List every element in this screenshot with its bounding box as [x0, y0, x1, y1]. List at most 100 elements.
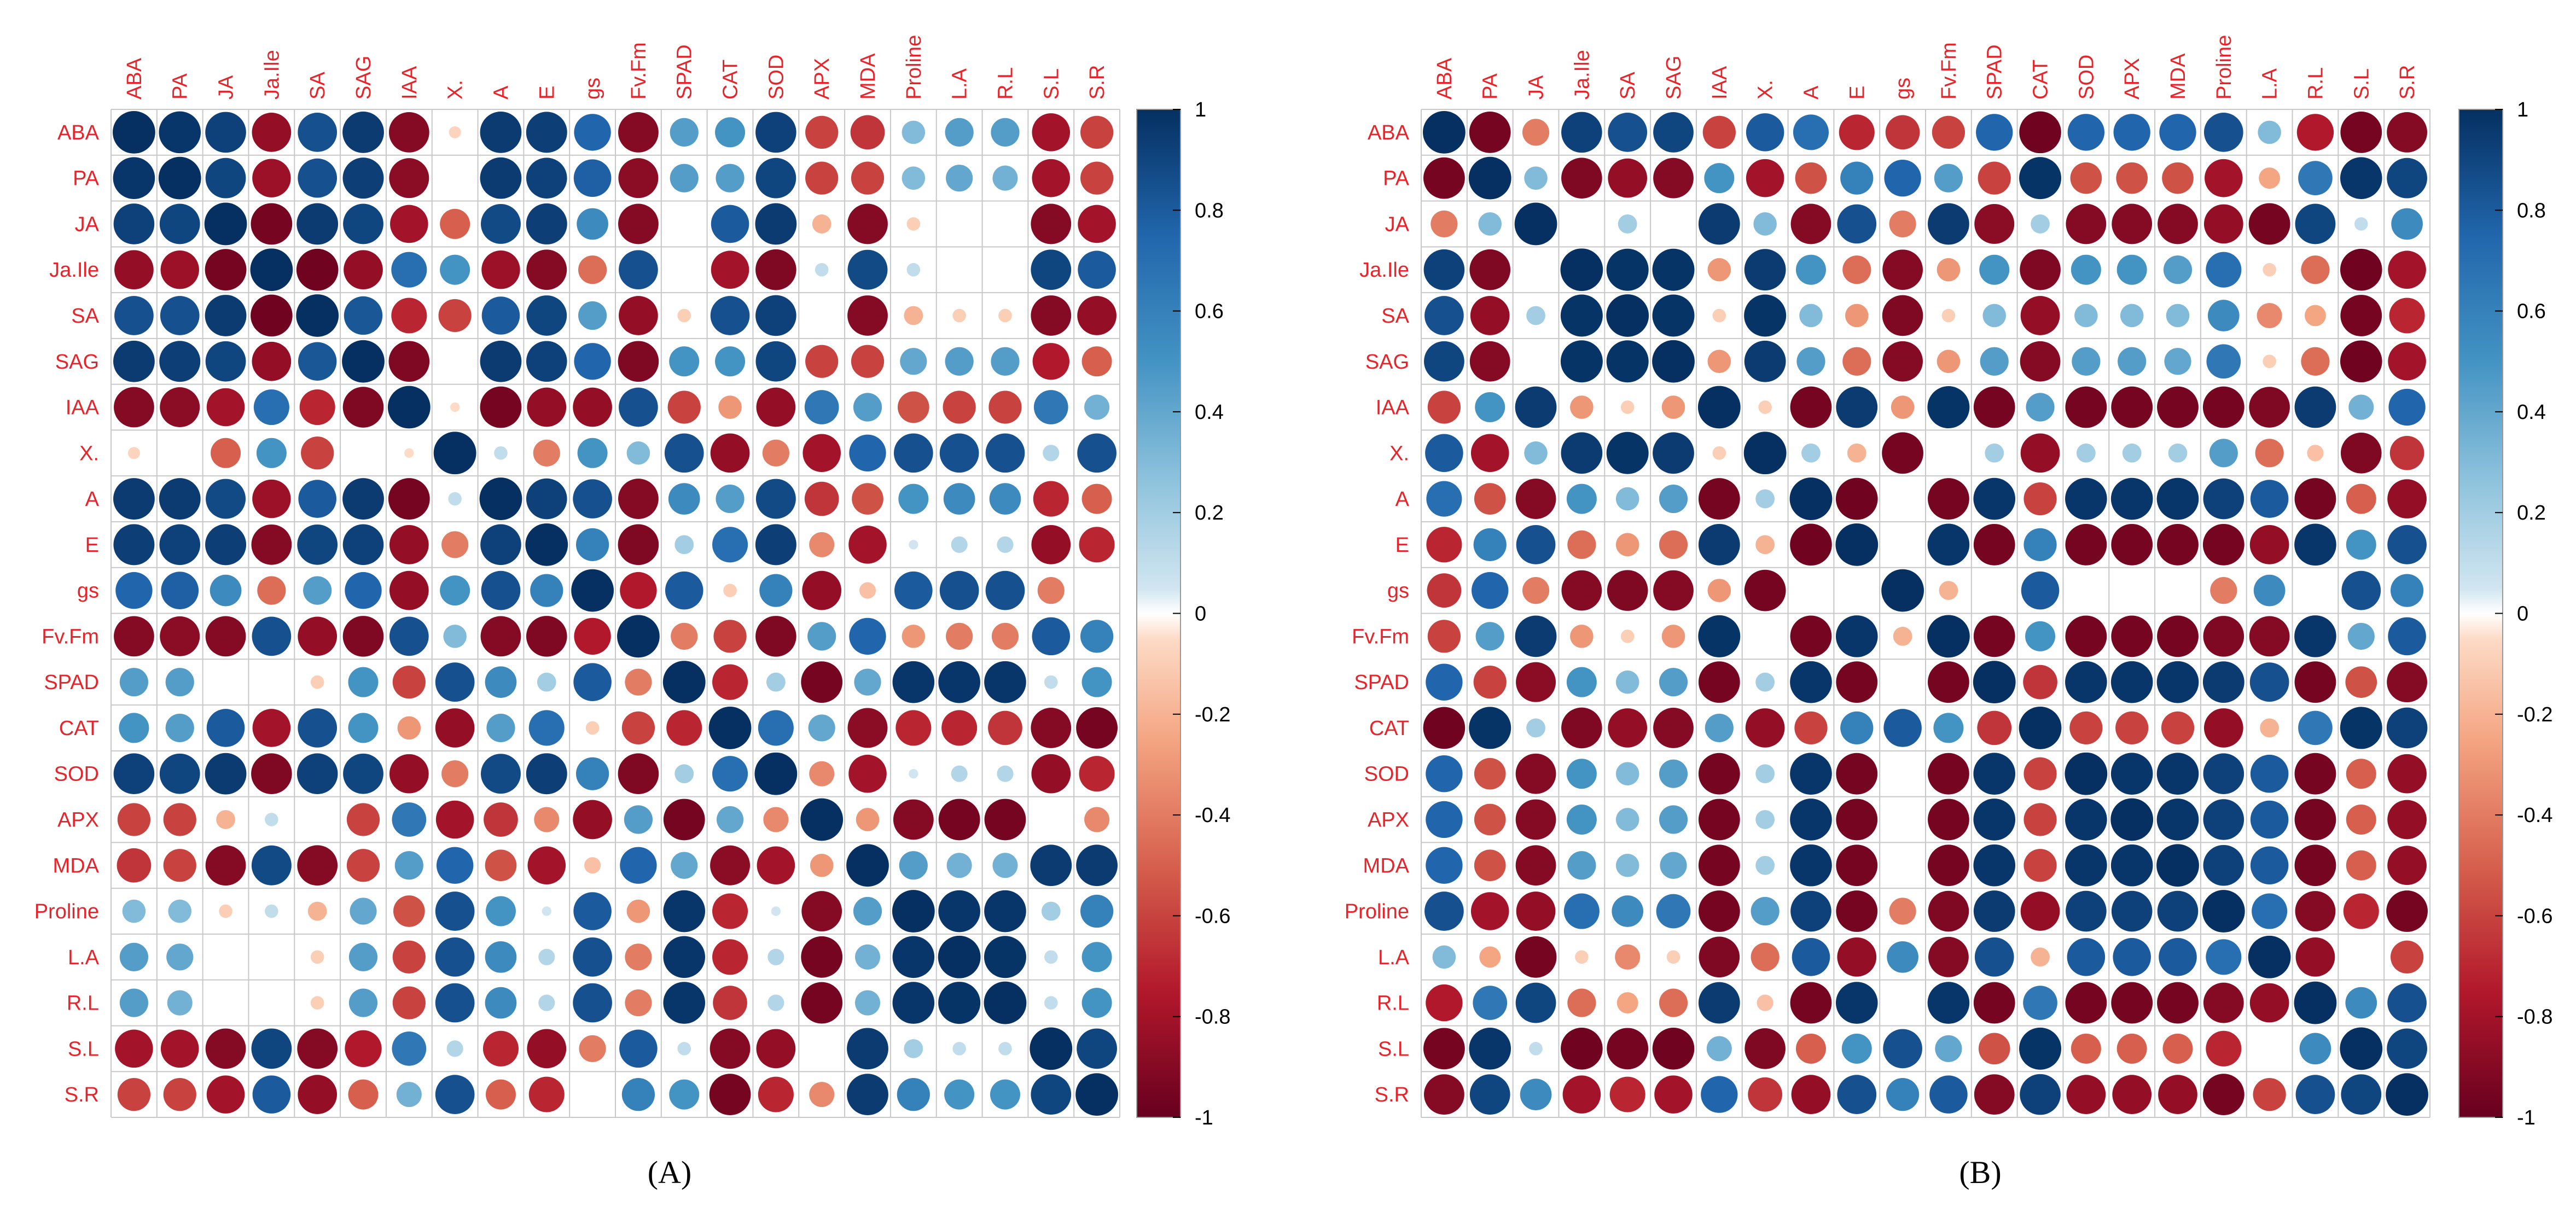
correlation-cell-circle — [1567, 530, 1596, 559]
column-label: JA — [215, 75, 238, 100]
correlation-cell-circle — [530, 574, 563, 607]
correlation-cell-circle — [2253, 1077, 2286, 1111]
correlation-cell-circle — [1423, 707, 1466, 749]
correlation-cell-circle — [404, 448, 414, 458]
correlation-cell-circle — [526, 158, 567, 199]
correlation-cell-circle — [809, 1082, 835, 1108]
correlation-cell-circle — [1423, 1028, 1465, 1070]
correlation-cell-circle — [253, 389, 289, 426]
correlation-cell-circle — [160, 387, 200, 428]
correlation-cell-circle — [574, 114, 611, 151]
correlation-cell-circle — [2159, 938, 2197, 976]
correlation-cell-circle — [1474, 483, 1506, 515]
correlation-cell-circle — [938, 661, 980, 703]
correlation-cell-circle — [1652, 340, 1695, 383]
correlation-cell-circle — [1927, 386, 1970, 429]
correlation-cell-circle — [533, 439, 560, 467]
correlation-cell-circle — [1836, 386, 1878, 428]
correlation-cell-circle — [205, 524, 247, 566]
correlation-cell-circle — [1566, 667, 1597, 697]
correlation-cell-circle — [435, 983, 475, 1023]
correlation-cell-circle — [1841, 1033, 1872, 1064]
correlation-cell-circle — [2156, 661, 2199, 703]
correlation-cell-circle — [117, 803, 151, 836]
correlation-cell-circle — [388, 341, 430, 382]
correlation-cell-circle — [900, 348, 927, 375]
correlation-cell-circle — [435, 708, 475, 748]
column-label: IAA — [1708, 66, 1731, 100]
correlation-cell-circle — [1755, 489, 1775, 509]
correlation-cell-circle — [573, 479, 612, 518]
correlation-cell-circle — [756, 387, 796, 427]
correlation-cell-circle — [1842, 347, 1871, 376]
correlation-cell-circle — [807, 622, 836, 651]
correlation-cell-circle — [2255, 439, 2284, 468]
correlation-cell-circle — [114, 296, 154, 335]
correlation-cell-circle — [165, 713, 194, 743]
correlation-cell-circle — [163, 849, 196, 882]
correlation-cell-circle — [2110, 798, 2154, 841]
colorbar-tick-label: 0.2 — [1195, 502, 1224, 525]
correlation-cell-circle — [1932, 115, 1966, 149]
correlation-cell-circle — [2019, 111, 2061, 154]
correlation-cell-circle — [665, 571, 703, 610]
correlation-cell-circle — [448, 492, 462, 506]
correlation-cell-circle — [2118, 347, 2147, 376]
correlation-cell-circle — [1745, 1028, 1786, 1069]
correlation-cell-circle — [2387, 525, 2427, 564]
correlation-cell-circle — [2112, 1075, 2152, 1114]
correlation-cell-circle — [1031, 249, 1072, 290]
correlation-cell-circle — [1705, 713, 1734, 743]
correlation-cell-circle — [2065, 799, 2107, 841]
correlation-cell-circle — [710, 845, 751, 885]
correlation-cell-circle — [620, 572, 657, 609]
correlation-cell-circle — [435, 662, 475, 702]
correlation-cell-circle — [1653, 708, 1694, 748]
correlation-cell-circle — [2065, 982, 2107, 1024]
correlation-cell-circle — [571, 569, 614, 612]
correlation-cell-circle — [2295, 1075, 2335, 1114]
correlation-cell-circle — [2387, 983, 2427, 1023]
correlation-cell-circle — [2157, 615, 2199, 657]
correlation-cell-circle — [343, 203, 383, 244]
correlation-cell-circle — [256, 438, 287, 468]
correlation-cell-circle — [1933, 713, 1964, 743]
correlation-cell-circle — [2156, 477, 2199, 520]
correlation-cell-circle — [1701, 1076, 1738, 1113]
correlation-cell-circle — [1891, 395, 1915, 419]
correlation-cell-circle — [252, 1075, 291, 1114]
correlation-cell-circle — [1033, 481, 1069, 517]
correlation-cell-circle — [1620, 400, 1635, 414]
correlation-cell-circle — [1745, 708, 1785, 748]
correlation-cell-circle — [1425, 434, 1463, 473]
column-label: MDA — [2167, 53, 2190, 100]
correlation-cell-circle — [1744, 340, 1786, 382]
correlation-cell-circle — [850, 115, 885, 150]
correlation-cell-circle — [1424, 341, 1464, 382]
correlation-cell-circle — [801, 982, 843, 1024]
correlation-cell-circle — [1698, 478, 1740, 520]
correlation-cell-circle — [2301, 347, 2330, 376]
row-label: JA — [75, 213, 100, 236]
correlation-cell-circle — [1516, 891, 1556, 931]
correlation-cell-circle — [2111, 523, 2153, 566]
correlation-cell-circle — [906, 263, 921, 277]
correlation-cell-circle — [163, 1077, 196, 1111]
correlation-cell-circle — [909, 769, 918, 779]
correlation-cell-circle — [1980, 347, 2009, 376]
correlation-cell-circle — [526, 295, 567, 336]
correlation-cell-circle — [2065, 752, 2108, 795]
correlation-cell-circle — [1835, 523, 1879, 566]
correlation-cell-circle — [1882, 249, 1923, 290]
correlation-cell-circle — [1524, 441, 1548, 465]
correlation-cell-circle — [2065, 844, 2107, 887]
correlation-cell-circle — [2162, 1033, 2193, 1064]
column-label: IAA — [398, 66, 421, 100]
correlation-cell-circle — [847, 1074, 888, 1116]
correlation-cell-circle — [1702, 115, 1736, 149]
correlation-cell-circle — [310, 996, 324, 1010]
correlation-cell-circle — [1928, 203, 1969, 245]
correlation-cell-circle — [1075, 1073, 1118, 1116]
correlation-cell-circle — [2067, 114, 2105, 151]
correlation-cell-circle — [670, 118, 699, 147]
